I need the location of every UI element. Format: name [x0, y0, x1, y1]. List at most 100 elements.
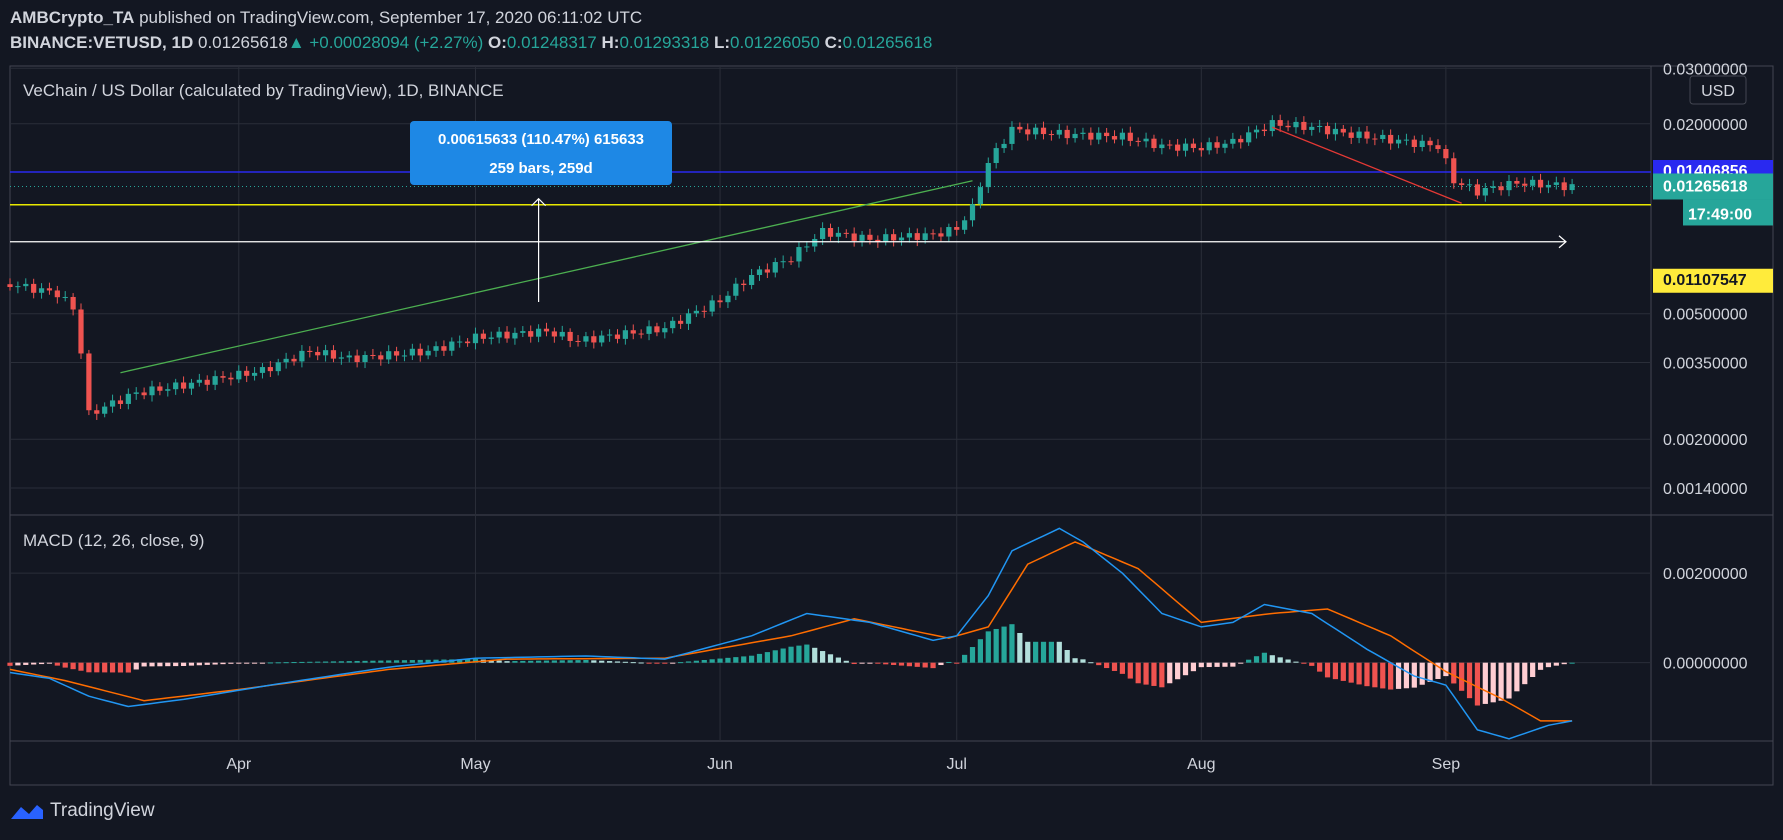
candle: [717, 300, 723, 303]
macd-histogram-bar: [457, 659, 463, 663]
macd-histogram-bar: [1372, 662, 1378, 688]
candle: [1198, 148, 1204, 151]
ruler-box[interactable]: [410, 121, 672, 185]
macd-histogram-bar: [1009, 624, 1015, 663]
candle: [70, 296, 76, 310]
macd-histogram-bar: [1253, 656, 1260, 663]
macd-histogram-bar: [969, 647, 976, 663]
candle: [930, 233, 936, 235]
macd-histogram-bar: [535, 660, 542, 663]
macd-histogram-bar: [1380, 662, 1386, 689]
macd-histogram-bar: [62, 662, 68, 668]
candle: [1419, 140, 1425, 147]
macd-histogram-bar: [962, 654, 968, 663]
candle: [23, 283, 29, 287]
macd-histogram-bar: [1411, 662, 1417, 688]
macd-histogram-bar: [741, 656, 747, 663]
macd-histogram-bar: [898, 662, 905, 666]
candle: [985, 163, 991, 188]
macd-histogram-bar: [993, 628, 999, 663]
macd-histogram-bar: [1151, 662, 1157, 686]
macd-histogram-bar: [670, 662, 676, 664]
trading-chart[interactable]: 0.03000000 0.02000000 0.00500000 0.00350000…: [0, 0, 1783, 790]
candle: [180, 382, 187, 389]
macd-histogram-bar: [591, 660, 597, 663]
macd-histogram-bar: [346, 661, 352, 663]
candle: [504, 331, 510, 339]
candle: [1530, 179, 1536, 186]
candle: [425, 350, 431, 356]
macd-histogram-bar: [709, 659, 715, 663]
macd-histogram-bar: [1222, 662, 1228, 667]
candle: [1514, 180, 1520, 184]
candle: [173, 382, 179, 390]
candle: [330, 350, 337, 359]
candle: [1261, 129, 1268, 132]
candle: [954, 227, 960, 230]
candle: [914, 233, 920, 240]
macd-histogram-bar: [212, 662, 218, 665]
candle: [559, 331, 565, 337]
macd-histogram-bar: [1537, 662, 1544, 670]
candle: [1482, 187, 1488, 196]
macd-histogram-bar: [1167, 662, 1173, 684]
macd-histogram-bar: [401, 660, 408, 663]
time-tick-label: Aug: [1187, 756, 1215, 773]
time-tick-label: May: [460, 756, 490, 773]
macd-histogram-bar: [804, 644, 810, 663]
ohlc-line: BINANCE:VETUSD, 1D 0.01265618▲ +0.000280…: [10, 33, 932, 53]
high-value: 0.01293318: [619, 33, 710, 52]
publish-line: AMBCrypto_TA published on TradingView.co…: [10, 8, 642, 28]
red-trendline[interactable]: [1272, 126, 1462, 204]
macd-histogram-bar: [733, 657, 739, 663]
candle: [1096, 132, 1102, 140]
yellow-level-label-box: [1653, 268, 1773, 293]
macd-histogram-bar: [1104, 662, 1110, 669]
macd-histogram-bar: [1269, 655, 1275, 663]
currency-badge-box[interactable]: [1689, 75, 1747, 105]
macd-histogram-bar: [646, 662, 652, 664]
candle: [756, 269, 763, 275]
candle: [749, 274, 755, 286]
candle: [86, 353, 92, 411]
tradingview-logo-icon: [11, 805, 43, 819]
candle: [1088, 132, 1094, 140]
macd-histogram-bar: [622, 661, 628, 663]
macd-histogram-bar: [567, 660, 573, 663]
macd-histogram-bar: [891, 662, 897, 665]
candle: [401, 355, 408, 357]
macd-pane-title: MACD (12, 26, close, 9): [23, 531, 204, 550]
change: +0.00028094 (+2.27%): [309, 33, 484, 52]
candle: [922, 233, 928, 240]
macd-histogram-bar: [1514, 662, 1520, 692]
macd-histogram-bar: [654, 662, 660, 664]
candle: [1364, 131, 1370, 139]
candle: [449, 341, 455, 351]
macd-histogram-bar: [543, 660, 550, 663]
green-trendline[interactable]: [120, 180, 973, 374]
candle: [1143, 138, 1149, 142]
macd-histogram-bar: [1443, 662, 1449, 677]
macd-histogram-bar: [914, 662, 920, 667]
candle: [433, 346, 439, 351]
chart-frame: [9, 65, 1774, 786]
candle: [1222, 143, 1228, 148]
macd-histogram-bar: [1545, 662, 1552, 668]
candle: [898, 237, 905, 241]
candle: [1277, 120, 1283, 126]
candle: [1301, 121, 1307, 130]
macd-histogram-bar: [102, 662, 108, 673]
macd-line: [9, 527, 1573, 740]
macd-histogram-bar: [188, 662, 195, 666]
candle: [228, 377, 234, 380]
candle: [567, 331, 573, 341]
candle: [1072, 133, 1078, 139]
macd-histogram-bar: [1356, 662, 1362, 685]
macd-histogram-bar: [985, 631, 991, 663]
macd-histogram-bar: [504, 661, 510, 663]
macd-histogram-bar: [1569, 662, 1575, 664]
price-tick-label: 0.00140000: [1663, 481, 1748, 498]
macd-histogram-bar: [1127, 662, 1133, 679]
candle: [851, 233, 857, 241]
up-arrow-icon: ▲: [287, 33, 305, 52]
